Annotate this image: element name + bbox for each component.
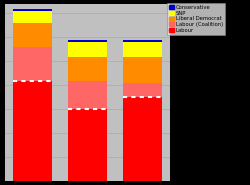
Bar [68,109,107,181]
Legend: Conservative, SNP, Liberal Democrat, Labour (Coalition), Labour: Conservative, SNP, Liberal Democrat, Lab… [167,3,225,35]
Bar [13,23,52,47]
Bar [68,40,107,42]
Bar [123,97,162,181]
Bar [13,9,52,11]
Bar [13,80,52,181]
Bar [13,47,52,80]
Bar [123,83,162,97]
Bar [68,80,107,109]
Bar [123,56,162,83]
Bar [123,40,162,42]
Bar [123,42,162,56]
Bar [13,11,52,23]
Bar [68,42,107,56]
Bar [68,56,107,80]
